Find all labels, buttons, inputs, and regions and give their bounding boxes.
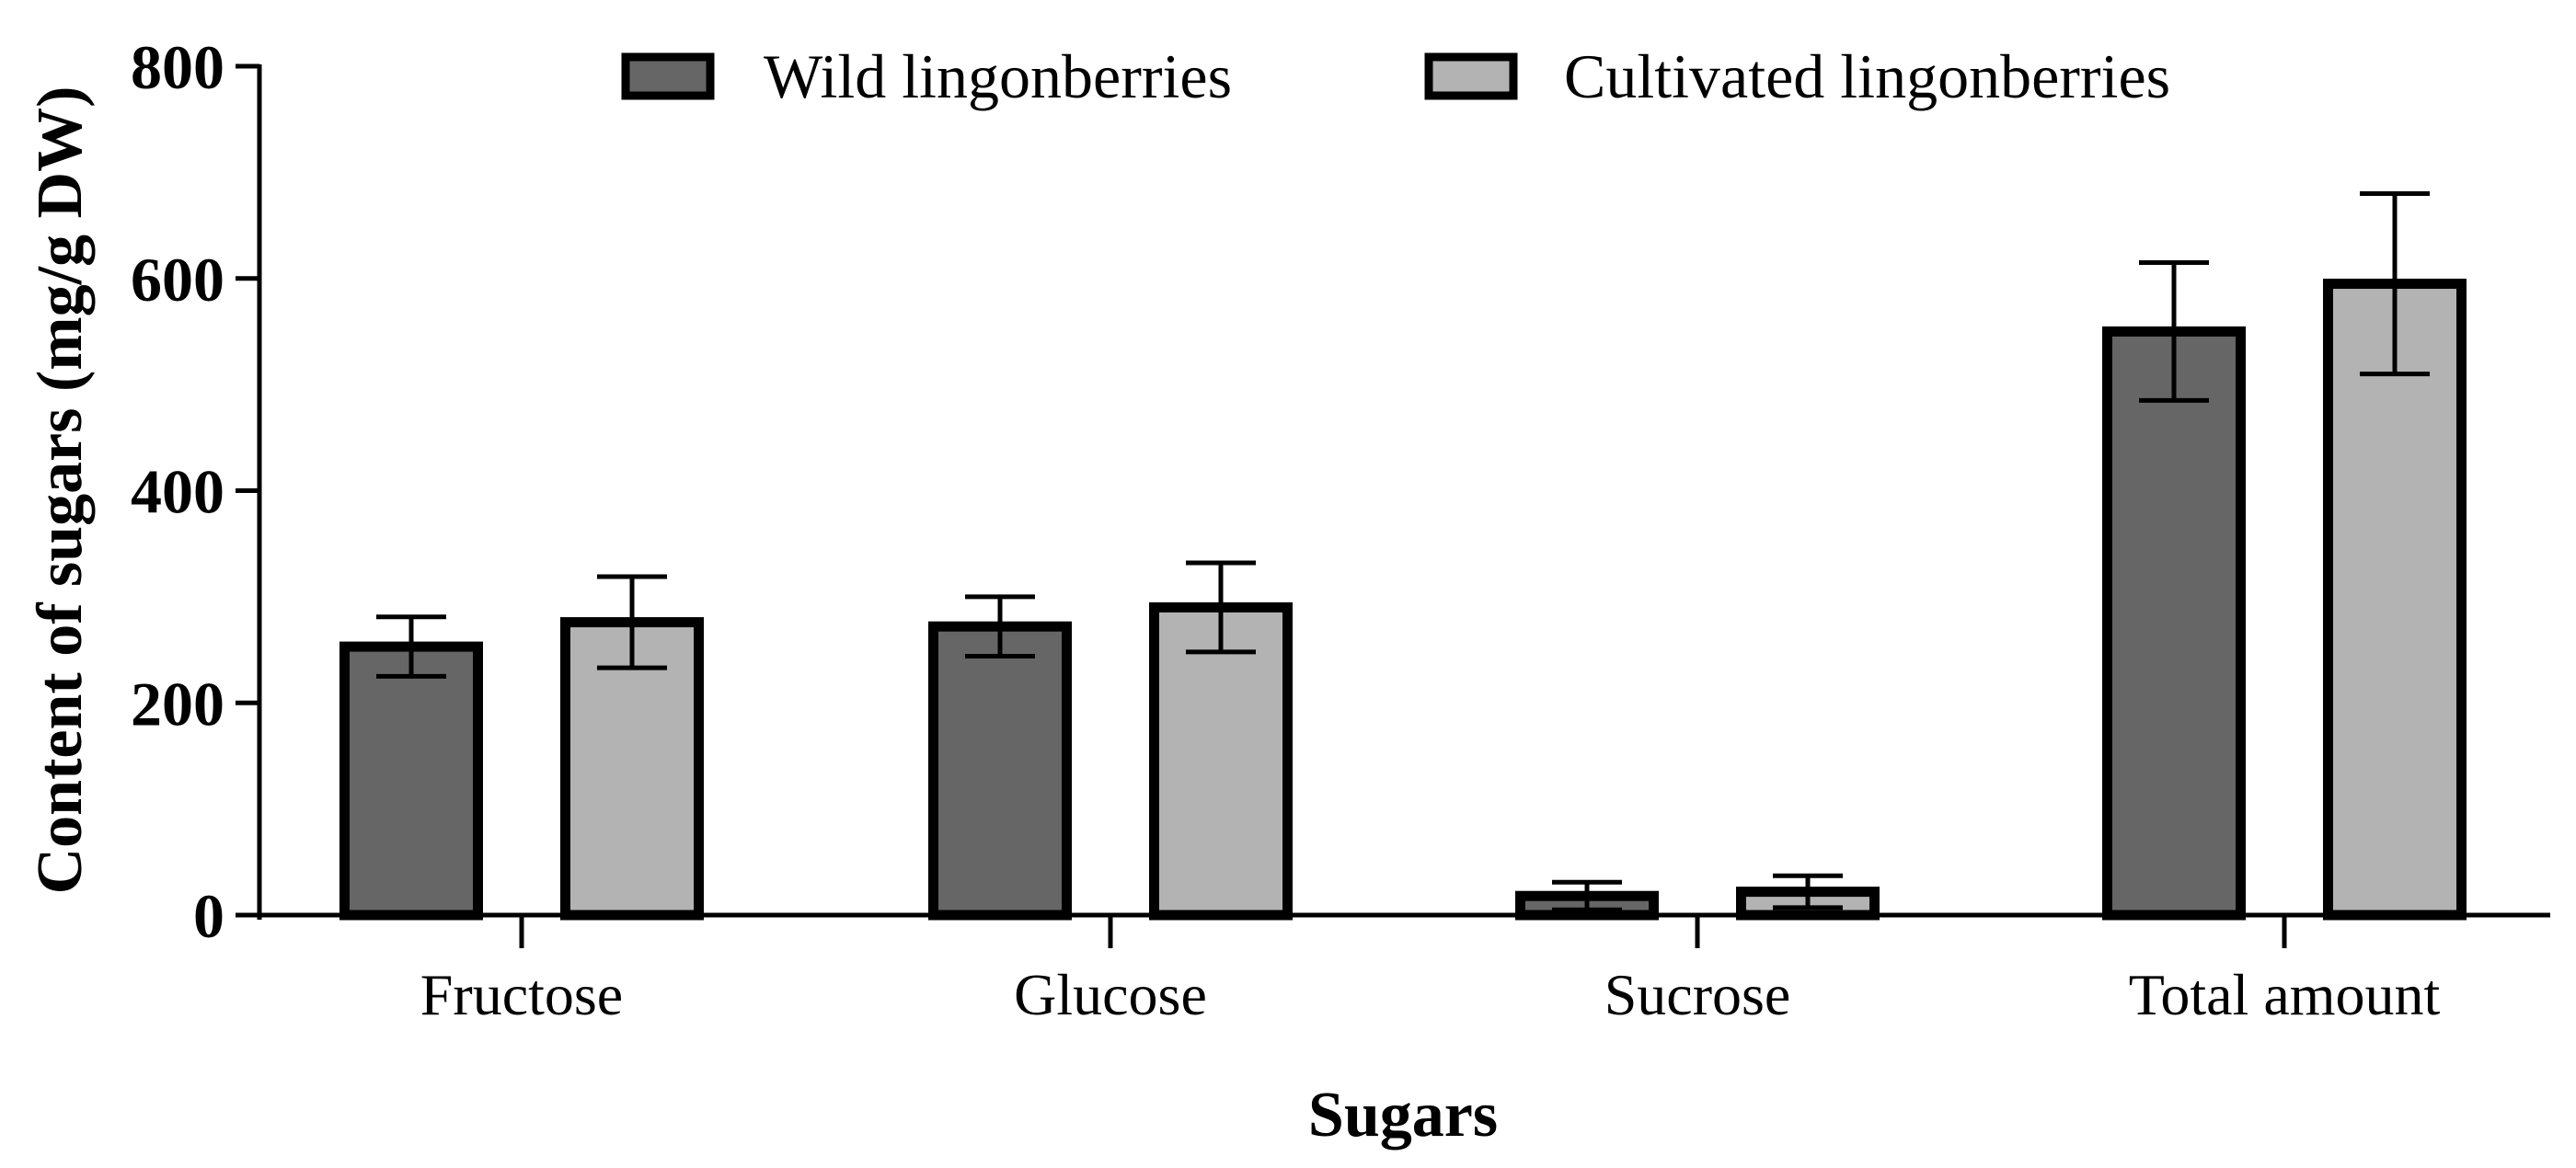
y-tick-label-200: 200 <box>131 669 224 739</box>
bar-cultivated-fructose <box>560 617 704 921</box>
legend-swatch-cultivated <box>1424 52 1518 100</box>
errorbar-wild-fructose <box>376 614 446 679</box>
errorbar-wild-total-amount <box>2139 259 2209 403</box>
errorbar-cultivated-glucose <box>1186 560 1256 655</box>
x-tick-label-glucose: Glucose <box>1014 962 1207 1027</box>
legend-swatch-wild <box>621 52 715 100</box>
y-tick-label-0: 0 <box>193 881 224 951</box>
bars-layer <box>339 279 2467 921</box>
y-tick-label-400: 400 <box>131 457 224 527</box>
y-tick-label-800: 800 <box>131 32 224 102</box>
x-tick-label-sucrose: Sucrose <box>1604 962 1791 1027</box>
errorbar-cultivated-fructose <box>597 574 667 670</box>
errorbar-wild-glucose <box>965 594 1035 658</box>
y-axis-title: Content of sugars (mg/g DW) <box>25 86 96 895</box>
bar-wild-fructose <box>339 641 483 921</box>
errorbar-wild-sucrose <box>1552 879 1622 912</box>
legend: Wild lingonberries Cultivated lingonberr… <box>621 41 2170 111</box>
legend-label-wild: Wild lingonberries <box>764 41 1232 111</box>
x-tick-label-fructose: Fructose <box>420 962 623 1027</box>
x-axis-title: Sugars <box>1308 1080 1498 1151</box>
x-axis: Fructose Glucose Sucrose Total amount <box>258 912 2550 1027</box>
legend-label-cultivated: Cultivated lingonberries <box>1564 41 2170 111</box>
y-axis: 0 200 400 600 800 <box>131 32 262 951</box>
y-tick-label-600: 600 <box>131 245 224 315</box>
errorbar-cultivated-total-amount <box>2360 190 2430 377</box>
bar-wild-glucose <box>928 621 1072 921</box>
x-tick-label-total-amount: Total amount <box>2129 962 2441 1027</box>
errorbars-layer <box>376 190 2430 912</box>
bar-cultivated-total-amount <box>2323 279 2467 921</box>
errorbar-cultivated-sucrose <box>1773 873 1843 910</box>
bar-wild-total-amount <box>2102 326 2246 921</box>
